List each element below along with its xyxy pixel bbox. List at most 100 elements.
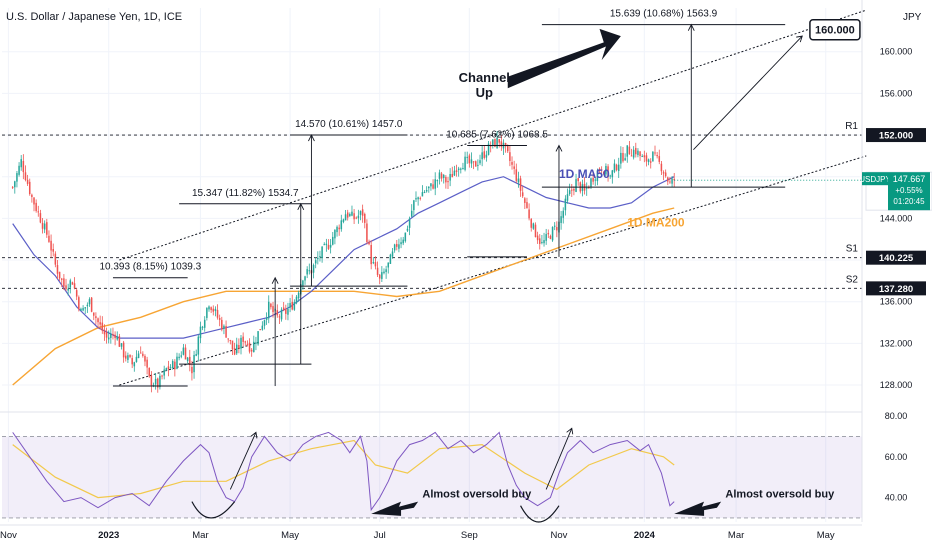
candle-body: [246, 344, 249, 346]
candle-body: [577, 178, 579, 182]
channel-up-arrow: [507, 28, 621, 89]
candle-body: [80, 308, 82, 311]
candle-body: [212, 308, 215, 312]
candle-body: [291, 301, 293, 310]
candle-body: [321, 246, 323, 259]
candle-body: [122, 342, 125, 358]
time-axis[interactable]: Nov 2023 Mar May Jul Sep Nov 2024 Mar May: [0, 524, 862, 541]
price-tick-136: 136.000: [880, 297, 913, 307]
candle-body: [645, 155, 648, 162]
candle-body: [519, 178, 522, 191]
candle-body: [317, 257, 319, 260]
candle-body: [338, 227, 340, 230]
time-tick-3: May: [281, 530, 299, 541]
candle-body: [334, 230, 336, 239]
candle-body: [63, 278, 65, 287]
ma200-label: 1D MA200: [627, 216, 685, 230]
candle-body: [255, 342, 257, 344]
candle-body: [370, 245, 372, 265]
moving-averages: [12, 176, 675, 386]
candle-body: [272, 306, 274, 313]
candle-body: [421, 192, 424, 197]
candle-body: [376, 267, 379, 275]
candle-body: [43, 223, 46, 230]
candle-body: [504, 142, 507, 147]
candle-body: [139, 352, 142, 354]
candle-body: [253, 341, 255, 352]
candle-body: [206, 307, 208, 318]
candle-body: [56, 265, 59, 274]
candle-body: [99, 322, 101, 325]
candle-body: [208, 306, 210, 310]
candle-body: [280, 309, 283, 320]
target-arrow-head: [796, 35, 803, 43]
candle-body: [500, 141, 503, 147]
candle-body: [673, 179, 675, 181]
rsi-band: [2, 436, 862, 519]
candle-body: [182, 347, 185, 355]
candle-body: [20, 159, 22, 168]
candle-body: [481, 152, 483, 160]
candle-body: [521, 192, 524, 197]
candle-body: [477, 164, 479, 166]
candle-body: [11, 186, 14, 188]
candle-body: [58, 271, 61, 279]
candle-body: [120, 343, 123, 347]
target-arrow-line: [693, 35, 803, 150]
candle-body: [103, 329, 106, 335]
candle-body: [368, 241, 370, 245]
chart-title: U.S. Dollar / Japanese Yen, 1D, ICE: [6, 11, 182, 23]
candle-body: [142, 353, 144, 356]
candle-body: [530, 219, 532, 228]
candle-body: [41, 222, 44, 229]
horizontal-levels: R1 S1 S2: [2, 121, 862, 289]
time-tick-6: Nov: [551, 530, 568, 541]
rsi-trend-arrow-2: [545, 428, 573, 490]
candle-body: [171, 361, 174, 369]
candle-body: [355, 217, 358, 219]
time-tick-8: Mar: [728, 530, 744, 541]
candle-body: [349, 213, 351, 217]
candle-body: [344, 214, 347, 221]
candle-body: [67, 288, 69, 291]
candle-body: [487, 143, 490, 155]
ma200-line: [12, 207, 675, 386]
candle-body: [97, 318, 99, 323]
candle-body: [671, 178, 673, 184]
candle-body: [662, 172, 665, 174]
candle-body: [231, 340, 234, 350]
candle-body: [150, 375, 153, 386]
candle-body: [233, 348, 236, 355]
candle-body: [594, 179, 597, 181]
candle-body: [163, 369, 165, 376]
candle-body: [588, 187, 590, 189]
measure-arrow-head-3: [555, 144, 563, 152]
candle-body: [26, 179, 29, 184]
candle-body: [428, 186, 430, 189]
candle-body: [641, 156, 643, 158]
candle-body: [293, 302, 296, 310]
current-price-value: 147.667: [893, 174, 926, 184]
candle-body: [453, 170, 456, 176]
candle-body: [33, 197, 35, 205]
channel-up-label: Channel Up: [459, 70, 510, 100]
measure-label-4: 15.639 (10.68%) 1563.9: [610, 9, 718, 20]
candle-body: [297, 292, 300, 299]
time-tick-5: Sep: [461, 530, 478, 541]
candle-body: [308, 270, 311, 272]
candle-body: [423, 191, 426, 193]
candle-body: [398, 244, 400, 249]
candle-body: [609, 175, 611, 177]
candle-body: [622, 152, 624, 162]
candle-body: [649, 161, 652, 163]
target-box: [809, 18, 861, 41]
candle-body: [65, 285, 67, 290]
candle-body: [466, 156, 468, 158]
price-axis[interactable]: 128.000132.000136.000140.000144.000148.0…: [674, 0, 932, 522]
candle-body: [137, 353, 140, 359]
measure-arrow-head-0: [271, 276, 279, 284]
candle-body: [203, 319, 206, 328]
price-tick-160: 160.000: [880, 47, 913, 57]
candle-body: [442, 174, 445, 179]
